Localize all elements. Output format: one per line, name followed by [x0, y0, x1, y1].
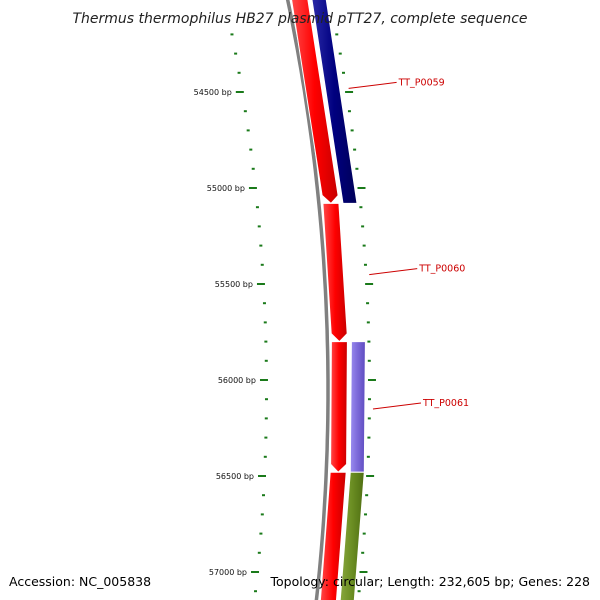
- gene-features: [291, 0, 366, 600]
- ruler-tick-label: 55500 bp: [215, 280, 253, 289]
- gene-feature[interactable]: [322, 202, 348, 343]
- gene-label-leader: [372, 402, 422, 410]
- gene-feature[interactable]: [291, 0, 339, 205]
- gene-label[interactable]: TT_P0059: [398, 77, 445, 88]
- gene-feature[interactable]: [349, 341, 366, 473]
- gene-label-leader: [369, 268, 418, 276]
- plasmid-backbone: [285, 0, 330, 600]
- accession-text: Accession: NC_005838: [9, 574, 151, 589]
- gene-labels: TT_P0059 TT_P0060 TT_P0061: [348, 77, 469, 410]
- ruler-tick-label: 55000 bp: [207, 184, 245, 193]
- map-title: Thermus thermophilus HB27 plasmid pTT27,…: [72, 11, 527, 27]
- gene-feature[interactable]: [311, 0, 358, 204]
- ruler-tick-label: 56500 bp: [216, 472, 254, 481]
- gene-label[interactable]: TT_P0061: [422, 398, 469, 409]
- ruler-ticks: [230, 33, 376, 593]
- gene-feature[interactable]: [339, 471, 365, 600]
- ruler-tick-label: 57000 bp: [209, 568, 247, 577]
- ruler-tick-label: 54500 bp: [194, 88, 232, 97]
- gene-label-leader: [348, 81, 397, 89]
- ruler-labels: 54500 bp 55000 bp 55500 bp 56000 bp 56500 bp…: [194, 88, 256, 577]
- gene-feature[interactable]: [330, 341, 348, 473]
- gene-label[interactable]: TT_P0060: [418, 264, 465, 275]
- gene-feature[interactable]: [319, 471, 347, 600]
- ruler-tick-label: 56000 bp: [218, 376, 256, 385]
- topology-text: Topology: circular; Length: 232,605 bp; …: [270, 574, 591, 589]
